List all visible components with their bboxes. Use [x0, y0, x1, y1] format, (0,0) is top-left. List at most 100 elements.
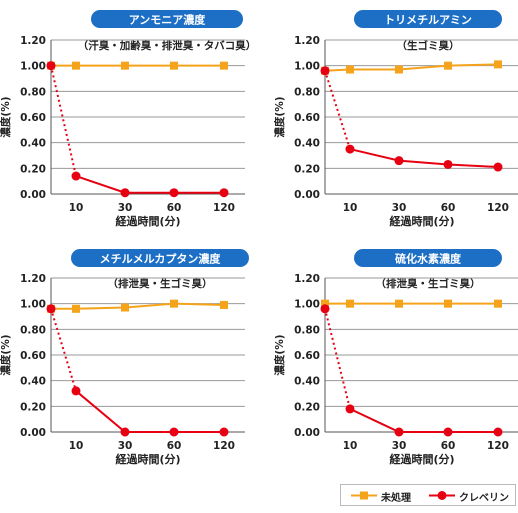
chart-0-ytick-label: 1.00 — [20, 61, 46, 73]
chart-1-series-1-first-segment — [324, 70, 351, 150]
chart-2-ytick-label: 0.80 — [20, 324, 46, 336]
chart-1-title: トリメチルアミン — [384, 14, 472, 27]
chart-0-xtick-label: 30 — [118, 202, 133, 214]
chart-1-series-0-point — [346, 65, 354, 74]
chart-0-series-1-line — [75, 175, 224, 194]
chart-2-ytick-label: 0.40 — [20, 376, 46, 388]
legend-untreated-marker — [360, 491, 368, 500]
chart-1-xtick-label: 30 — [392, 202, 407, 214]
chart-2-series-1-first-segment — [50, 308, 77, 392]
legend-cleverin-marker — [437, 491, 447, 500]
chart-3-series-1-point — [493, 427, 503, 437]
chart-3-ytick-label: 1.20 — [294, 273, 320, 285]
chart-1-x-axis-label: 経過時間(分) — [389, 214, 454, 228]
chart-1-series-0-point — [395, 65, 403, 74]
chart-2-series-1-point — [46, 304, 56, 314]
chart-0-series-0-point — [121, 61, 129, 70]
chart-0-ytick-label: 0.80 — [20, 86, 46, 98]
chart-0-xtick-label: 120 — [213, 202, 235, 214]
chart-1-series-1-point — [394, 156, 404, 166]
chart-0-series-0-point — [220, 61, 228, 70]
chart-3-xtick-label: 10 — [343, 440, 358, 452]
chart-2-ytick-label: 0.60 — [20, 350, 46, 362]
chart-0-ytick-label: 0.20 — [20, 163, 46, 175]
chart-1-series-1-point — [345, 144, 355, 154]
chart-1-y-axis-label: 濃度(%) — [273, 96, 286, 137]
chart-0-xtick-label: 60 — [167, 202, 182, 214]
chart-3-xtick-label: 60 — [441, 440, 456, 452]
chart-3-series-1-point — [394, 427, 404, 437]
chart-1-series-1-point — [493, 162, 503, 172]
chart-2-ytick-label: 1.20 — [20, 273, 46, 285]
chart-0-title-badge — [91, 10, 243, 28]
chart-3-x-axis-label: 経過時間(分) — [389, 452, 454, 466]
chart-3-series-1-point — [443, 427, 453, 437]
chart-0-y-axis-label: 濃度(%) — [0, 96, 12, 137]
chart-0-ytick-label: 0.60 — [20, 112, 46, 124]
chart-2-y-axis-label: 濃度(%) — [0, 334, 12, 375]
chart-0-series-0-point — [72, 61, 80, 70]
chart-1-ytick-label: 0.60 — [294, 112, 320, 124]
chart-2-series-0-point — [220, 300, 228, 309]
chart-0-xtick-label: 10 — [69, 202, 84, 214]
chart-3-ytick-label: 0.40 — [294, 376, 320, 388]
chart-2-title: メチルメルカプタン濃度 — [100, 252, 222, 266]
chart-2-x-axis-label: 経過時間(分) — [115, 452, 180, 466]
chart-3-series-0-point — [444, 299, 452, 308]
chart-1-series-0-line — [350, 63, 499, 71]
chart-3-series-1-point — [320, 304, 330, 314]
chart-2-series-1-point — [71, 386, 81, 396]
chart-2-xtick-label: 10 — [69, 440, 84, 452]
chart-0-series-1-point — [71, 171, 81, 181]
chart-3-xtick-label: 30 — [392, 440, 407, 452]
chart-0-series-1-point — [46, 61, 56, 71]
chart-0-subtitle: （汗臭・加齢臭・排泄臭・タバコ臭） — [78, 39, 257, 52]
chart-0-title: アンモニア濃度 — [129, 13, 207, 27]
chart-3-subtitle: （排泄臭・生ゴミ臭） — [376, 277, 481, 290]
chart-0-ytick-label: 0.00 — [20, 189, 46, 201]
chart-3-title: 硫化水素濃度 — [395, 252, 462, 266]
chart-2-ytick-label: 0.20 — [20, 401, 46, 413]
chart-2-series-0-point — [121, 303, 129, 312]
chart-2-xtick-label: 120 — [213, 440, 235, 452]
chart-3-series-0-point — [494, 299, 502, 308]
chart-1-xtick-label: 60 — [441, 202, 456, 214]
chart-3-y-axis-label: 濃度(%) — [273, 334, 286, 375]
chart-1-xtick-label: 120 — [487, 202, 509, 214]
chart-3-series-0-point — [346, 299, 354, 308]
chart-0-ytick-label: 0.40 — [20, 138, 46, 150]
chart-1-series-0-point — [494, 60, 502, 69]
chart-3-ytick-label: 1.00 — [294, 299, 320, 311]
chart-1-ytick-label: 0.80 — [294, 86, 320, 98]
chart-2-series-1-point — [219, 427, 229, 437]
chart-2-series-1-point — [120, 427, 130, 437]
chart-1-ytick-label: 1.20 — [294, 35, 320, 47]
chart-1-ytick-label: 0.20 — [294, 163, 320, 175]
chart-0-series-0-point — [170, 61, 178, 70]
chart-3-series-0-point — [395, 299, 403, 308]
chart-2-subtitle: （排泄臭・生ゴミ臭） — [108, 277, 213, 290]
chart-3-xtick-label: 120 — [487, 440, 509, 452]
chart-2-series-0-line — [75, 302, 225, 310]
chart-3-series-1-line — [349, 407, 498, 433]
chart-1-xtick-label: 10 — [343, 202, 358, 214]
chart-1-ytick-label: 0.40 — [294, 138, 320, 150]
chart-0-series-1-point — [120, 188, 130, 198]
chart-2-title-badge — [71, 249, 249, 267]
legend-markers — [351, 491, 455, 500]
chart-2-series-1-line — [75, 390, 224, 433]
chart-3-series-1-point — [345, 404, 355, 414]
chart-2-xtick-label: 30 — [118, 440, 133, 452]
chart-3-ytick-label: 0.20 — [294, 401, 320, 413]
chart-0-ytick-label: 1.20 — [20, 35, 46, 47]
chart-1-ytick-label: 1.00 — [294, 61, 320, 73]
chart-2-series-0-point — [72, 304, 80, 313]
chart-2-xtick-label: 60 — [167, 440, 182, 452]
chart-0-x-axis-label: 経過時間(分) — [115, 214, 180, 228]
chart-1-series-1-point — [443, 159, 453, 169]
chart-1-ytick-label: 0.00 — [294, 189, 320, 201]
chart-3-title-badge — [354, 249, 502, 267]
chart-2-ytick-label: 1.00 — [20, 299, 46, 311]
chart-2-series-0-point — [170, 299, 178, 308]
chart-1-title-badge — [354, 10, 502, 28]
